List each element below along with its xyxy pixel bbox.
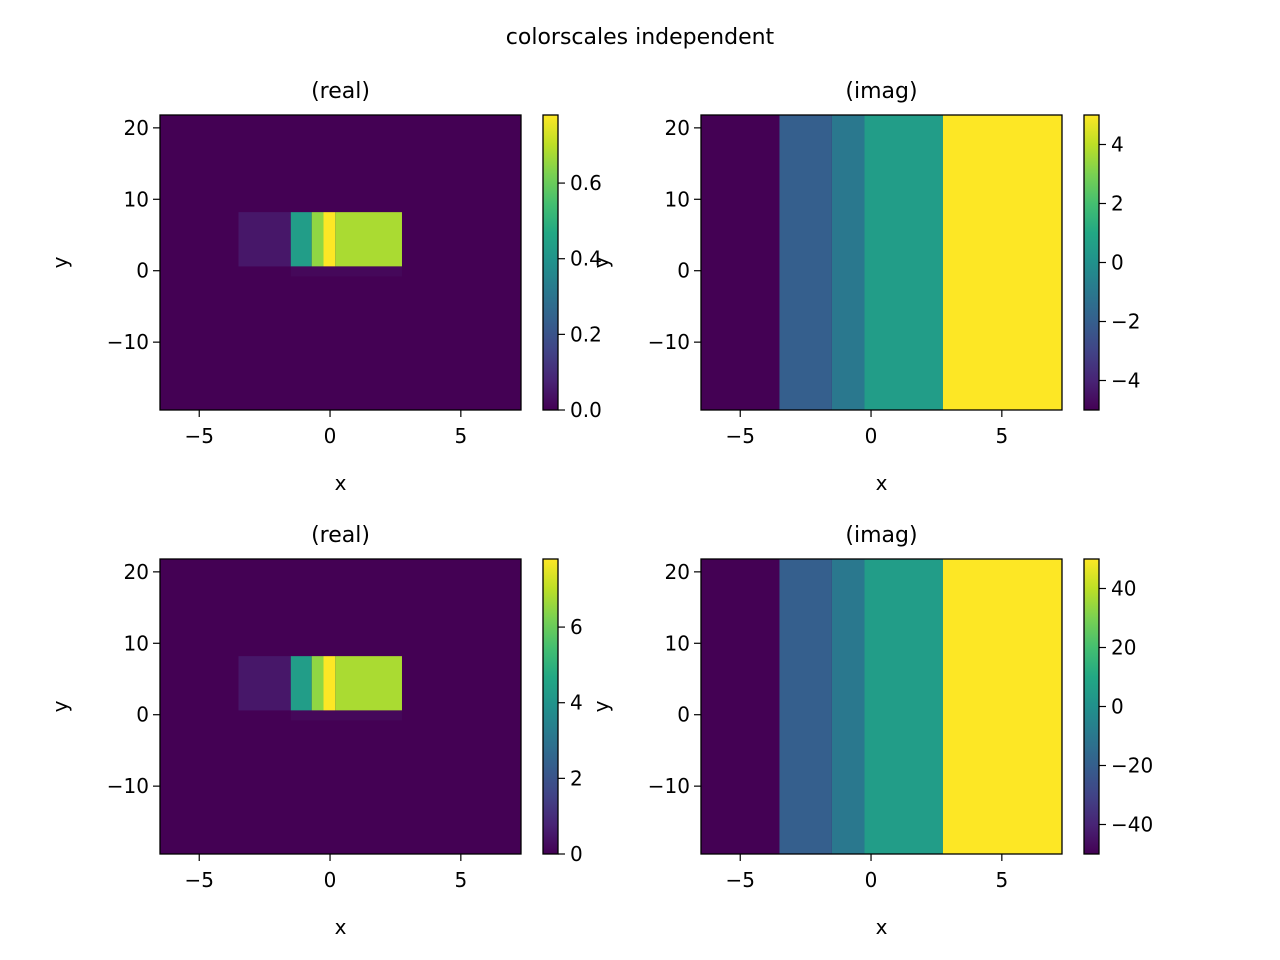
x-axis-label: x	[335, 471, 347, 495]
x-tick-label: −5	[184, 868, 213, 892]
colorbar-tick-label: 0	[1111, 251, 1124, 275]
heatmap-cell	[238, 212, 291, 267]
colorbar-tick-label: 2	[1111, 192, 1124, 216]
heatmap-cell	[323, 656, 336, 711]
colorbar	[543, 115, 558, 410]
x-tick-label: 0	[865, 868, 878, 892]
heatmap-cell	[290, 266, 402, 277]
subplot-title: (real)	[311, 79, 370, 104]
heatmap-cell	[864, 559, 943, 854]
heatmap-cell	[238, 656, 291, 711]
y-axis-label: y	[589, 700, 613, 712]
colorbar	[1084, 115, 1099, 410]
colorbar-tick-label: 2	[570, 766, 583, 790]
y-tick-label: 0	[677, 703, 690, 727]
y-tick-label: 0	[677, 259, 690, 283]
colorbar-frame	[542, 558, 559, 855]
x-tick-label: 5	[995, 424, 1008, 448]
subplot-title: (imag)	[845, 79, 917, 104]
x-tick-label: 0	[324, 424, 337, 448]
subplot-2: −5 0 5 −10 0 10 20 (imag) x y −4 −2 0 2 4	[589, 79, 1140, 495]
heatmap-cell	[311, 656, 324, 711]
heatmap-cell	[942, 559, 1062, 854]
y-tick-label: 20	[124, 560, 149, 584]
heatmap-cell	[290, 710, 402, 721]
heatmap-cell	[335, 656, 402, 711]
colorbar-tick-label: 0.4	[570, 247, 602, 271]
x-tick-label: 5	[995, 868, 1008, 892]
colorbar-tick-label: −4	[1111, 369, 1140, 393]
y-tick-label: 0	[136, 703, 149, 727]
colorbar-frame	[542, 114, 559, 411]
y-axis-label: y	[48, 256, 72, 268]
heatmap-cell	[290, 656, 312, 711]
heatmap-cell	[335, 212, 402, 267]
axes-frame	[700, 558, 1063, 855]
y-tick-label: 10	[665, 187, 690, 211]
y-tick-label: −10	[107, 330, 149, 354]
colorbar-tick-label: −2	[1111, 310, 1140, 334]
colorbar-tick-label: 0	[1111, 695, 1124, 719]
y-tick-label: 20	[665, 116, 690, 140]
x-axis-label: x	[876, 915, 888, 939]
subplot-title: (imag)	[845, 523, 917, 548]
colorbar-tick-label: −40	[1111, 813, 1153, 837]
y-axis-label: y	[589, 256, 613, 268]
colorbar-tick-label: 0.6	[570, 171, 602, 195]
heatmap-cell	[942, 115, 1062, 410]
y-tick-label: −10	[648, 330, 690, 354]
figure-title: colorscales independent	[506, 25, 775, 50]
x-axis-label: x	[876, 471, 888, 495]
y-tick-label: 10	[665, 631, 690, 655]
y-tick-label: 10	[124, 187, 149, 211]
axes-frame	[700, 114, 1063, 411]
y-tick-label: 0	[136, 259, 149, 283]
colorbar	[543, 559, 558, 854]
heatmap-cell	[831, 559, 865, 854]
colorbar	[1084, 559, 1099, 854]
x-tick-label: −5	[184, 424, 213, 448]
heatmap-cell	[311, 212, 324, 267]
heatmap-cell	[290, 212, 312, 267]
colorbar-tick-label: 4	[570, 691, 583, 715]
colorbar-tick-label: 20	[1111, 636, 1136, 660]
colorbar-tick-label: −20	[1111, 754, 1153, 778]
x-tick-label: −5	[725, 868, 754, 892]
heatmap-cell	[864, 115, 943, 410]
subplot-4: −5 0 5 −10 0 10 20 (imag) x y −40 −20 0 20 40	[589, 523, 1153, 939]
colorbar-tick-label: 4	[1111, 133, 1124, 157]
y-tick-label: 20	[124, 116, 149, 140]
heatmap-cell	[779, 115, 832, 410]
colorbar-tick-label: 0.0	[570, 398, 602, 422]
x-tick-label: 5	[454, 424, 467, 448]
subplot-3: −5 0 5 −10 0 10 20 (real) x y 0 2 4 6	[48, 523, 583, 939]
colorbar-tick-label: 40	[1111, 577, 1136, 601]
colorbar-tick-label: 0.2	[570, 322, 602, 346]
y-tick-label: 10	[124, 631, 149, 655]
axes-frame	[159, 558, 522, 855]
x-tick-label: 5	[454, 868, 467, 892]
y-tick-label: 20	[665, 560, 690, 584]
x-axis-label: x	[335, 915, 347, 939]
heatmap-cell	[323, 212, 336, 267]
colorbar-tick-label: 6	[570, 615, 583, 639]
heatmap-cell	[831, 115, 865, 410]
axes-frame	[159, 114, 522, 411]
y-tick-label: −10	[648, 774, 690, 798]
subplot-1: −5 0 5 −10 0 10 20 (real) x y 0.0 0.2 0.4 0.6	[48, 79, 602, 495]
subplot-title: (real)	[311, 523, 370, 548]
colorbar-tick-label: 0	[570, 842, 583, 866]
x-tick-label: −5	[725, 424, 754, 448]
x-tick-label: 0	[324, 868, 337, 892]
heatmap-cell	[779, 559, 832, 854]
y-axis-label: y	[48, 700, 72, 712]
y-tick-label: −10	[107, 774, 149, 798]
x-tick-label: 0	[865, 424, 878, 448]
